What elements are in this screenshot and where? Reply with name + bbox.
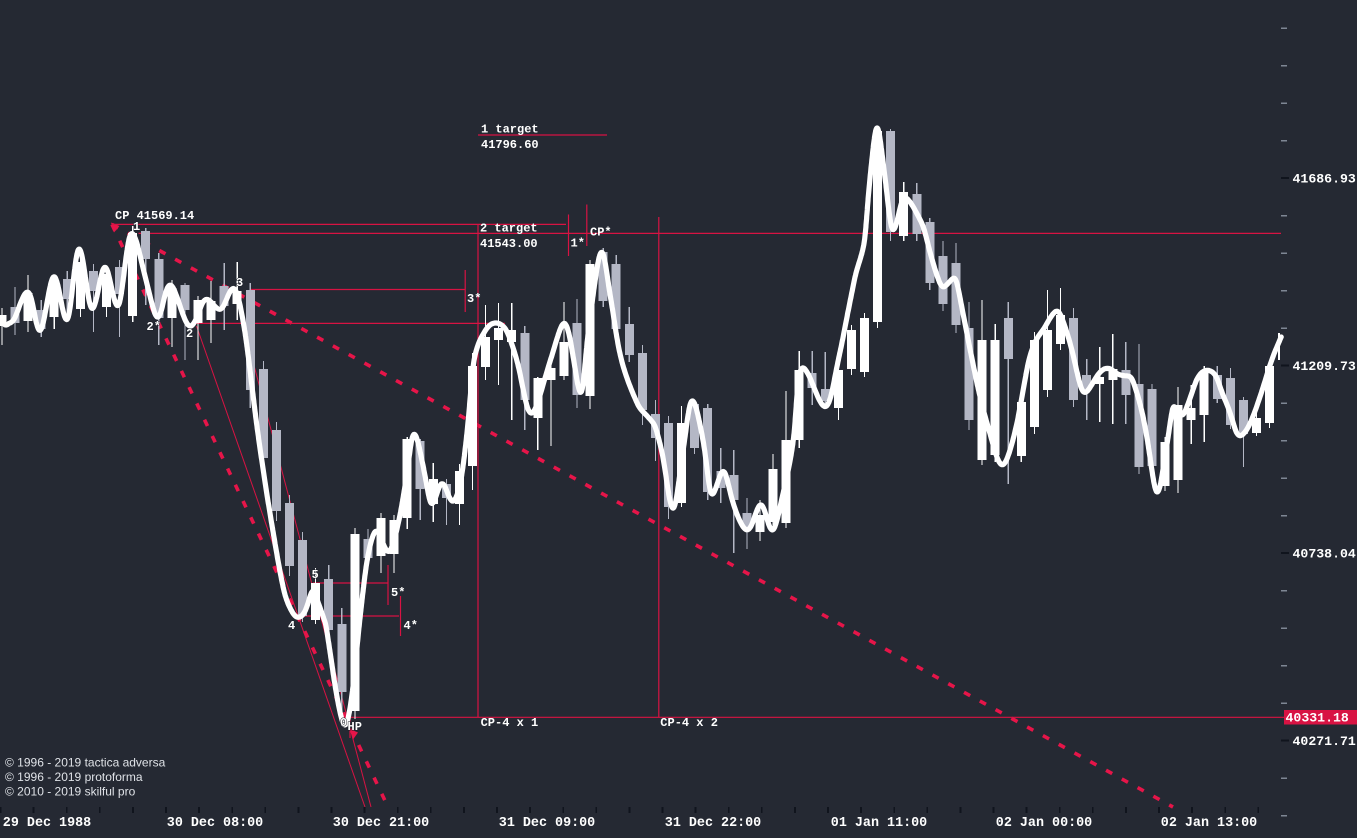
svg-text:31 Dec 22:00: 31 Dec 22:00 xyxy=(665,816,761,831)
svg-text:02 Jan 13:00: 02 Jan 13:00 xyxy=(1161,816,1257,831)
svg-text:41209.73: 41209.73 xyxy=(1293,359,1356,374)
svg-text:02 Jan 00:00: 02 Jan 00:00 xyxy=(996,816,1092,831)
svg-text:CP-4 x 2: CP-4 x 2 xyxy=(660,716,718,730)
svg-text:2 target: 2 target xyxy=(480,222,538,236)
svg-text:© 1996 - 2019 protoforma: © 1996 - 2019 protoforma xyxy=(5,770,143,784)
svg-text:HP: HP xyxy=(348,720,362,734)
svg-text:30 Dec 21:00: 30 Dec 21:00 xyxy=(333,816,429,831)
svg-text:01 Jan 11:00: 01 Jan 11:00 xyxy=(831,816,927,831)
svg-text:1*: 1* xyxy=(571,237,585,251)
svg-text:2: 2 xyxy=(186,327,193,341)
svg-text:5: 5 xyxy=(312,568,319,582)
svg-text:3*: 3* xyxy=(467,292,481,306)
svg-text:© 1996 - 2019 tactica adversa: © 1996 - 2019 tactica adversa xyxy=(5,756,166,770)
svg-text:41796.60: 41796.60 xyxy=(481,138,539,152)
svg-text:CP-4 x 1: CP-4 x 1 xyxy=(481,716,539,730)
svg-text:1: 1 xyxy=(133,220,140,234)
svg-text:31 Dec 09:00: 31 Dec 09:00 xyxy=(499,816,595,831)
svg-text:4*: 4* xyxy=(404,619,418,633)
svg-text:5*: 5* xyxy=(391,586,405,600)
svg-text:CP*: CP* xyxy=(590,226,612,240)
svg-text:3: 3 xyxy=(236,276,243,290)
svg-text:41543.00: 41543.00 xyxy=(480,237,538,251)
svg-text:© 2010 - 2019 skilful pro: © 2010 - 2019 skilful pro xyxy=(5,785,136,799)
svg-text:1 target: 1 target xyxy=(481,123,539,137)
svg-text:40331.18: 40331.18 xyxy=(1286,711,1349,726)
svg-text:0: 0 xyxy=(340,716,347,730)
svg-text:4: 4 xyxy=(288,619,295,633)
svg-text:40271.71: 40271.71 xyxy=(1293,734,1356,749)
svg-text:2*: 2* xyxy=(147,320,161,334)
svg-text:CP 41569.14: CP 41569.14 xyxy=(115,209,194,223)
svg-text:30 Dec 08:00: 30 Dec 08:00 xyxy=(167,816,263,831)
svg-text:40738.04: 40738.04 xyxy=(1293,547,1356,562)
svg-text:29 Dec 1988: 29 Dec 1988 xyxy=(3,816,91,831)
svg-text:41686.93: 41686.93 xyxy=(1293,172,1356,187)
